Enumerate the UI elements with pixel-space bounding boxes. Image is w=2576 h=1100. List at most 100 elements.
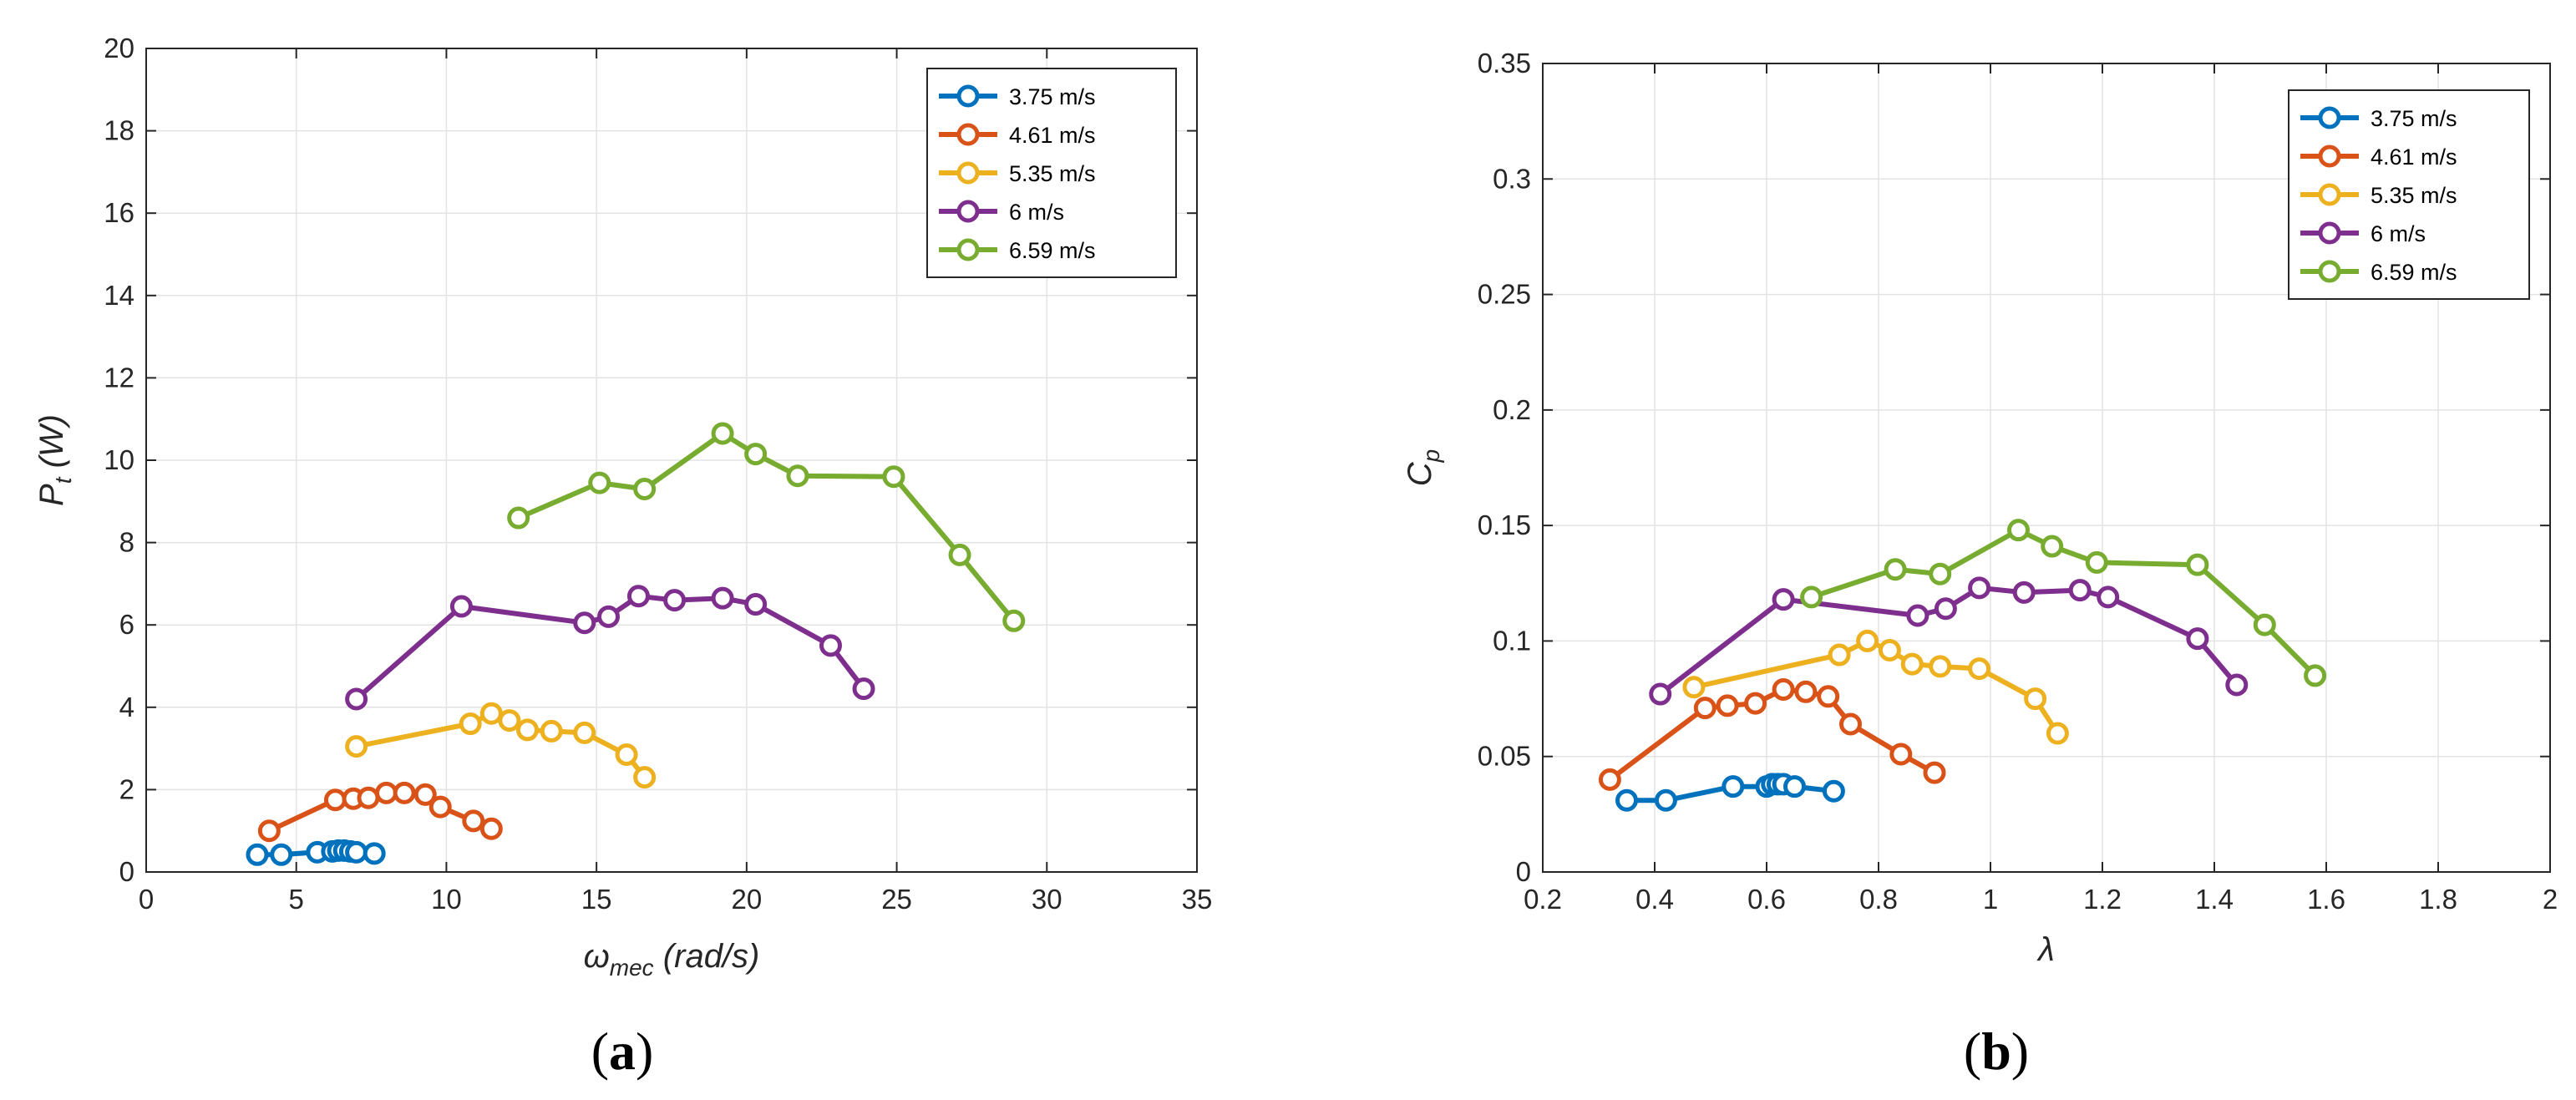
data-point [633,766,657,789]
x-ticks-b: 0.2 0.4 0.6 0.8 1 1.2 1.4 1.6 1.8 2 [1524,63,2558,915]
y-tick-label-b: 0.3 [1493,163,1531,194]
data-point [2253,613,2276,636]
y-axis-sub-b: p [1418,449,1444,464]
y-tick-label-b: 0.1 [1493,625,1531,656]
data-point [479,817,503,840]
x-tick-label-a: 25 [881,884,912,915]
data-point [345,840,368,864]
data-point [1649,682,1672,706]
x-axis-sub-a: mec [610,955,654,981]
data-point [2046,722,2069,745]
data-point [1923,761,1946,784]
data-point [1929,655,1952,678]
y-axis-sub-a: t [50,476,76,484]
data-point [479,702,503,725]
y-tick-label-a: 18 [104,115,134,146]
data-point [1817,685,1840,708]
x-tick-label-a: 35 [1182,884,1213,915]
x-axis-symbol-b: λ [2036,931,2055,968]
data-point [948,543,971,566]
data-point [1693,697,1716,720]
x-tick-label-b: 1.2 [2083,884,2122,915]
y-tick-label-a: 16 [104,197,134,228]
legend-label: 4.61 m/s [2371,144,2457,170]
legend-item: 4.61 m/s [2300,144,2457,170]
legend-marker [956,200,980,223]
y-axis-unit-a: (W) [33,414,70,478]
data-point [1783,775,1806,798]
legend-label: 6.59 m/s [1009,238,1096,263]
x-axis-unit-a: (rad/s) [654,938,760,975]
legend-marker [956,161,980,185]
data-point [393,781,416,804]
data-point [882,465,905,489]
legend-marker [956,238,980,261]
panel-label-a: (a) [591,1021,654,1081]
x-tick-label-b: 1 [1983,884,1998,915]
legend-label: 6.59 m/s [2371,260,2457,285]
legend-marker [956,123,980,146]
y-axis-symbol-b: C [1402,461,1438,486]
legend-marker [2318,183,2341,206]
data-point [1002,609,1026,632]
data-point [1800,585,1823,609]
legend-label: 5.35 m/s [1009,161,1096,186]
legend-item: 3.75 m/s [2300,106,2457,131]
legend-b: 3.75 m/s 4.61 m/s 5.35 m/s 6 m/s 6.59 m/s [2288,89,2530,300]
y-tick-label-b: 0.25 [1478,279,1531,310]
data-point [1794,680,1818,703]
series-b-1 [1615,773,1845,812]
series-a-3 [345,702,657,789]
data-point [1722,775,1745,798]
y-tick-label-a: 14 [104,280,134,311]
data-point [744,443,768,466]
data-point [1900,652,1924,676]
data-point [2007,519,2030,542]
data-point [257,819,281,843]
data-point [2068,579,2092,602]
legend-marker [2318,106,2341,129]
data-point [1772,678,1795,702]
data-point [2304,664,2327,687]
data-point [615,743,638,766]
legend-marker [956,84,980,108]
y-axis-symbol-a: P [33,484,70,506]
legend-marker [2318,144,2341,168]
x-tick-label-a: 15 [581,884,612,915]
x-tick-label-b: 1.4 [2195,884,2234,915]
plot-area-b [1542,63,2551,873]
legend-item: 5.35 m/s [939,161,1096,186]
series-a-4 [345,585,875,711]
data-point [744,593,768,616]
legend-item: 6.59 m/s [939,238,1096,263]
legend-label: 6 m/s [2371,221,2426,246]
legend-item: 6 m/s [939,200,1064,225]
data-point [1878,638,1901,662]
x-tick-label-a: 5 [289,884,304,915]
data-point [507,506,530,530]
panel-label-b: (b) [1964,1021,2029,1081]
legend-marker [2318,260,2341,283]
data-point [375,781,398,804]
data-point [1654,788,1677,812]
x-tick-label-b: 0.8 [1859,884,1898,915]
series-a [246,422,1026,866]
y-tick-label-b: 0.15 [1478,509,1531,540]
y-axis-label-b: Cp [1402,449,1444,486]
x-tick-label-b: 0.2 [1524,884,1562,915]
data-point [363,842,386,865]
data-point [2085,550,2108,574]
x-tick-label-a: 0 [139,884,154,915]
x-ticks-a: 0 5 10 15 20 25 30 35 [139,48,1213,915]
series-a-5 [507,422,1026,632]
data-point [1615,788,1638,812]
x-tick-label-a: 30 [1032,884,1062,915]
y-tick-label-a: 0 [119,856,134,887]
data-point [1828,643,1851,667]
y-tick-label-b: 0.35 [1478,48,1531,79]
series-line [353,593,866,702]
y-ticks-b: 0 0.05 0.1 0.15 0.2 0.25 0.3 0.35 [1478,48,2550,887]
data-point [428,795,452,819]
data-point [852,677,875,701]
